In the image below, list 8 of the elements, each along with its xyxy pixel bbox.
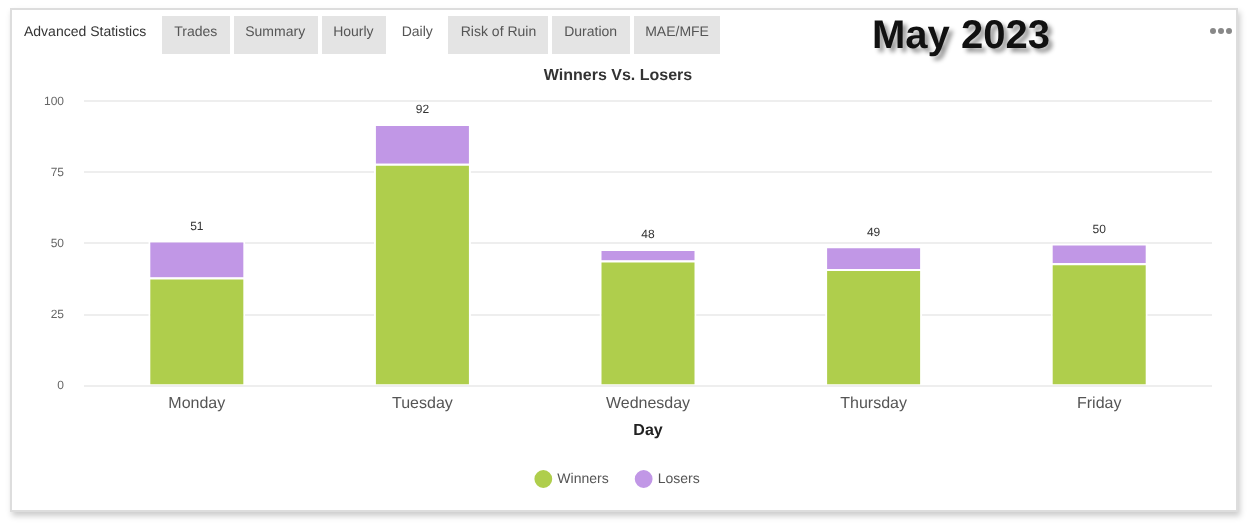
x-tick-label: Monday	[168, 393, 226, 412]
x-tick-label: Wednesday	[605, 393, 691, 412]
chart-subtitle: May 2023	[872, 14, 1050, 60]
x-tick-label: Thursday	[840, 393, 907, 412]
x-axis-title: Day	[633, 420, 664, 439]
x-tick-label: Friday	[1076, 393, 1122, 412]
chart-title: Winners Vs. Losers	[543, 66, 694, 85]
x-tick-label: Tuesday	[392, 393, 453, 412]
